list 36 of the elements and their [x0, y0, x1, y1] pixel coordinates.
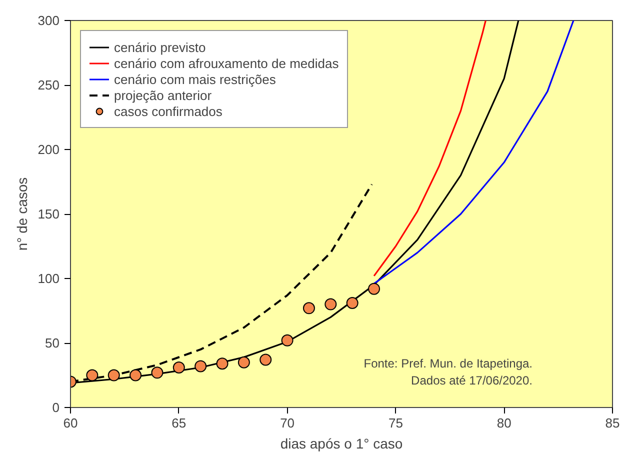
- y-axis-title: n° de casos: [14, 177, 30, 251]
- point: [368, 282, 380, 295]
- annotation: Fonte: Pref. Mun. de Itapetinga. Dados até 17/06/2020.: [364, 356, 533, 388]
- legend-label: cenário previsto: [114, 39, 206, 55]
- line-series: [373, 20, 486, 277]
- legend-label: cenário com mais restrições: [114, 71, 276, 87]
- x-axis-title: dias após o 1° caso: [280, 436, 403, 452]
- legend-label: cenário com afrouxamento de medidas: [114, 55, 339, 71]
- point: [172, 362, 185, 374]
- x-tick-label: 75: [388, 416, 403, 430]
- point: [346, 297, 358, 309]
- point: [108, 369, 120, 382]
- y-tick-label: 150: [38, 206, 60, 222]
- point: [281, 334, 294, 346]
- y-tick-label: 100: [38, 271, 60, 286]
- point: [324, 298, 337, 310]
- point: [86, 369, 98, 382]
- x-tick-label: 60: [63, 416, 78, 430]
- y-tick-label: 250: [38, 78, 60, 92]
- legend-label: casos confirmados: [114, 103, 222, 119]
- x-tick-label: 85: [605, 416, 620, 430]
- point: [151, 366, 164, 379]
- y-tick-label: 50: [45, 336, 60, 350]
- x-tick-label: 65: [172, 416, 186, 430]
- y-tick-label: 300: [38, 13, 60, 28]
- point: [260, 354, 272, 366]
- y-tick-label: 0: [52, 400, 60, 415]
- point: [130, 369, 142, 382]
- x-tick-label: 70: [280, 416, 295, 430]
- point: [194, 360, 207, 372]
- y-tick-label: 200: [38, 142, 60, 157]
- legend-label: projeção anterior: [114, 87, 212, 103]
- x-tick-label: 80: [496, 416, 512, 430]
- point: [302, 302, 315, 314]
- point: [238, 356, 250, 368]
- point: [216, 358, 228, 370]
